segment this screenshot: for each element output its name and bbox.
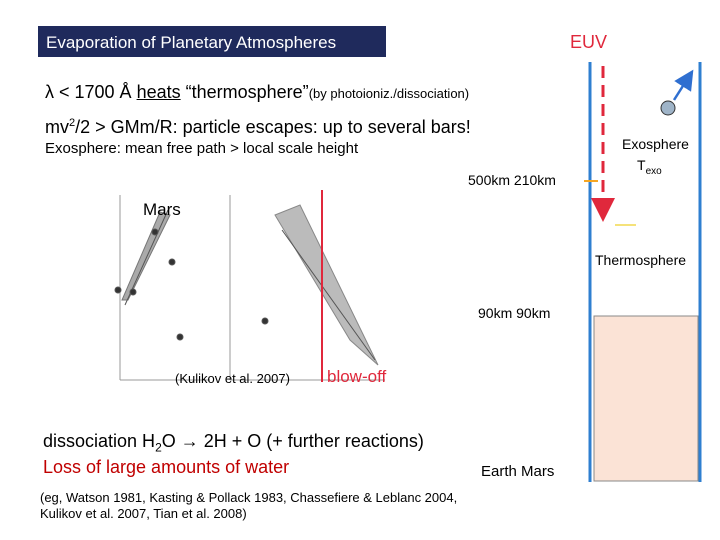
- escape-arrow: [672, 69, 694, 101]
- text: dissociation H: [43, 431, 156, 451]
- text: 2H + O (+ further reactions): [198, 431, 424, 451]
- dissociation: dissociation H2O → 2H + O (+ further rea…: [43, 431, 424, 455]
- thermosphere-label: Thermosphere: [595, 252, 687, 268]
- title: Evaporation of Planetary Atmospheres: [46, 33, 337, 52]
- particle: [660, 100, 676, 116]
- text: (by photoioniz./dissociation): [308, 86, 470, 101]
- exosphere-label: Exosphere: [622, 136, 689, 152]
- title-box: [38, 26, 386, 57]
- line1: λ < 1700 Å heats “thermosphere”(by photo…: [45, 82, 469, 103]
- text: 2: [69, 117, 76, 129]
- text: T: [637, 157, 646, 173]
- plot-image: [114, 195, 385, 381]
- text: λ < 1700 Å: [45, 82, 137, 102]
- blowoff: blow-off: [327, 367, 387, 386]
- exosphere-def: Exosphere: mean free path > local scale …: [45, 140, 359, 157]
- reference: Kulikov et al. 2007, Tian et al. 2008): [40, 506, 247, 521]
- loss: Loss of large amounts of water: [43, 457, 290, 477]
- surface: [593, 315, 699, 482]
- citation: (Kulikov et al. 2007): [175, 371, 290, 386]
- heights-bottom: 90km 90km: [478, 305, 551, 321]
- planets: Earth Mars: [481, 463, 555, 480]
- text: /2 > GMm/R: particle escapes: up to seve…: [75, 117, 471, 137]
- text: →: [180, 431, 199, 451]
- text: exo: [645, 165, 662, 177]
- euv-label: EUV: [570, 32, 608, 52]
- reference: (eg, Watson 1981, Kasting & Pollack 1983…: [40, 490, 458, 505]
- texo: Texo: [637, 157, 662, 177]
- text: heats: [136, 82, 181, 102]
- text: mv: [45, 117, 69, 137]
- mars-label: Mars: [143, 200, 181, 219]
- text: O: [161, 431, 181, 451]
- text: “thermosphere”: [180, 82, 309, 102]
- text: 2: [155, 440, 162, 455]
- line2: mv2/2 > GMm/R: particle escapes: up to s…: [45, 117, 471, 138]
- heights-top: 500km 210km: [468, 172, 556, 188]
